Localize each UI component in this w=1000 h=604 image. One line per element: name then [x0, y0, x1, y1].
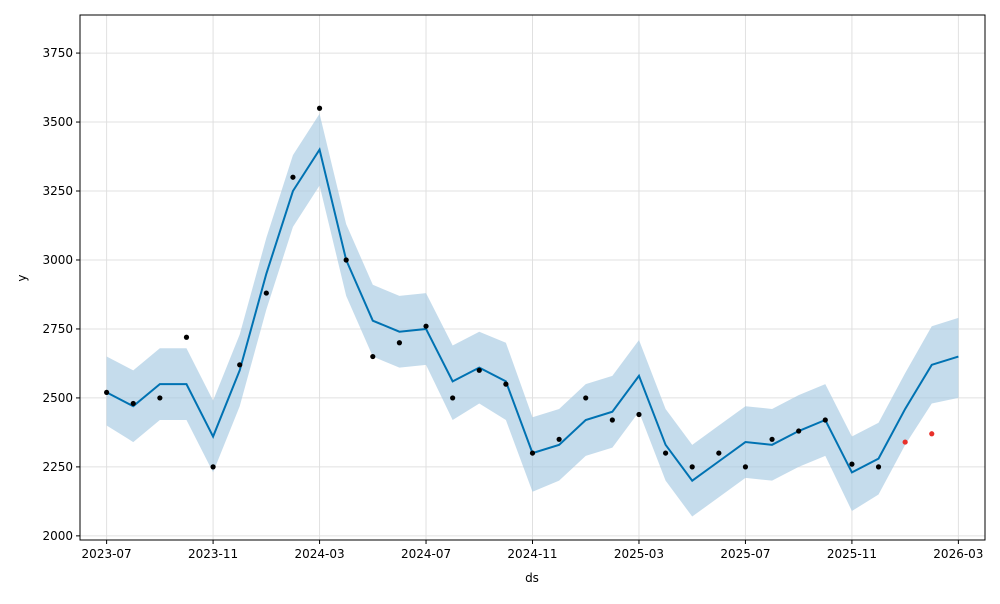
- data-point: [609, 417, 615, 423]
- x-tick-label: 2025-03: [614, 547, 664, 561]
- x-axis-label: ds: [525, 571, 539, 585]
- data-point: [849, 461, 855, 467]
- x-tick-label: 2025-07: [720, 547, 770, 561]
- data-point: [343, 257, 349, 263]
- y-tick-label: 2000: [42, 529, 73, 543]
- data-point: [290, 174, 296, 180]
- data-point: [157, 395, 163, 401]
- x-tick-label: 2024-11: [507, 547, 557, 561]
- uncertainty-band: [106, 113, 959, 517]
- data-point: [476, 367, 482, 373]
- y-tick-label: 2500: [42, 391, 73, 405]
- plot-frame: [79, 14, 986, 541]
- data-point: [183, 334, 190, 340]
- data-point: [529, 450, 536, 456]
- data-point: [396, 340, 403, 346]
- data-point: [822, 417, 828, 423]
- data-point: [689, 464, 695, 470]
- x-tick-label: 2026-03: [933, 547, 983, 561]
- data-point: [423, 323, 429, 329]
- x-tick-label: 2023-11: [188, 547, 238, 561]
- y-axis-label: y: [15, 274, 29, 281]
- data-point: [636, 411, 642, 418]
- data-point: [716, 450, 722, 456]
- data-point: [662, 450, 669, 456]
- y-tick-label: 2250: [42, 460, 73, 474]
- data-point: [316, 105, 323, 111]
- data-point: [450, 395, 456, 401]
- y-tick-label: 3750: [42, 46, 73, 60]
- data-point: [929, 431, 935, 437]
- data-point: [556, 436, 562, 442]
- data-point: [902, 439, 908, 445]
- data-point: [583, 395, 589, 401]
- x-tick-label: 2024-07: [401, 547, 451, 561]
- data-point: [210, 464, 216, 470]
- data-point: [796, 428, 802, 434]
- x-tick-label: 2025-11: [827, 547, 877, 561]
- y-tick-label: 3500: [42, 115, 73, 129]
- data-point: [503, 381, 509, 387]
- data-point: [769, 436, 775, 442]
- y-tick-label: 3000: [42, 253, 73, 267]
- y-tick-label: 3250: [42, 184, 73, 198]
- data-point: [370, 353, 376, 360]
- y-tick-label: 2750: [42, 322, 73, 336]
- data-point: [130, 400, 136, 407]
- data-point: [263, 290, 269, 296]
- data-point: [237, 362, 243, 368]
- data-point: [104, 389, 110, 396]
- data-point: [742, 464, 749, 470]
- x-tick-label: 2023-07: [82, 547, 132, 561]
- x-tick-label: 2024-03: [294, 547, 344, 561]
- data-point: [875, 464, 882, 470]
